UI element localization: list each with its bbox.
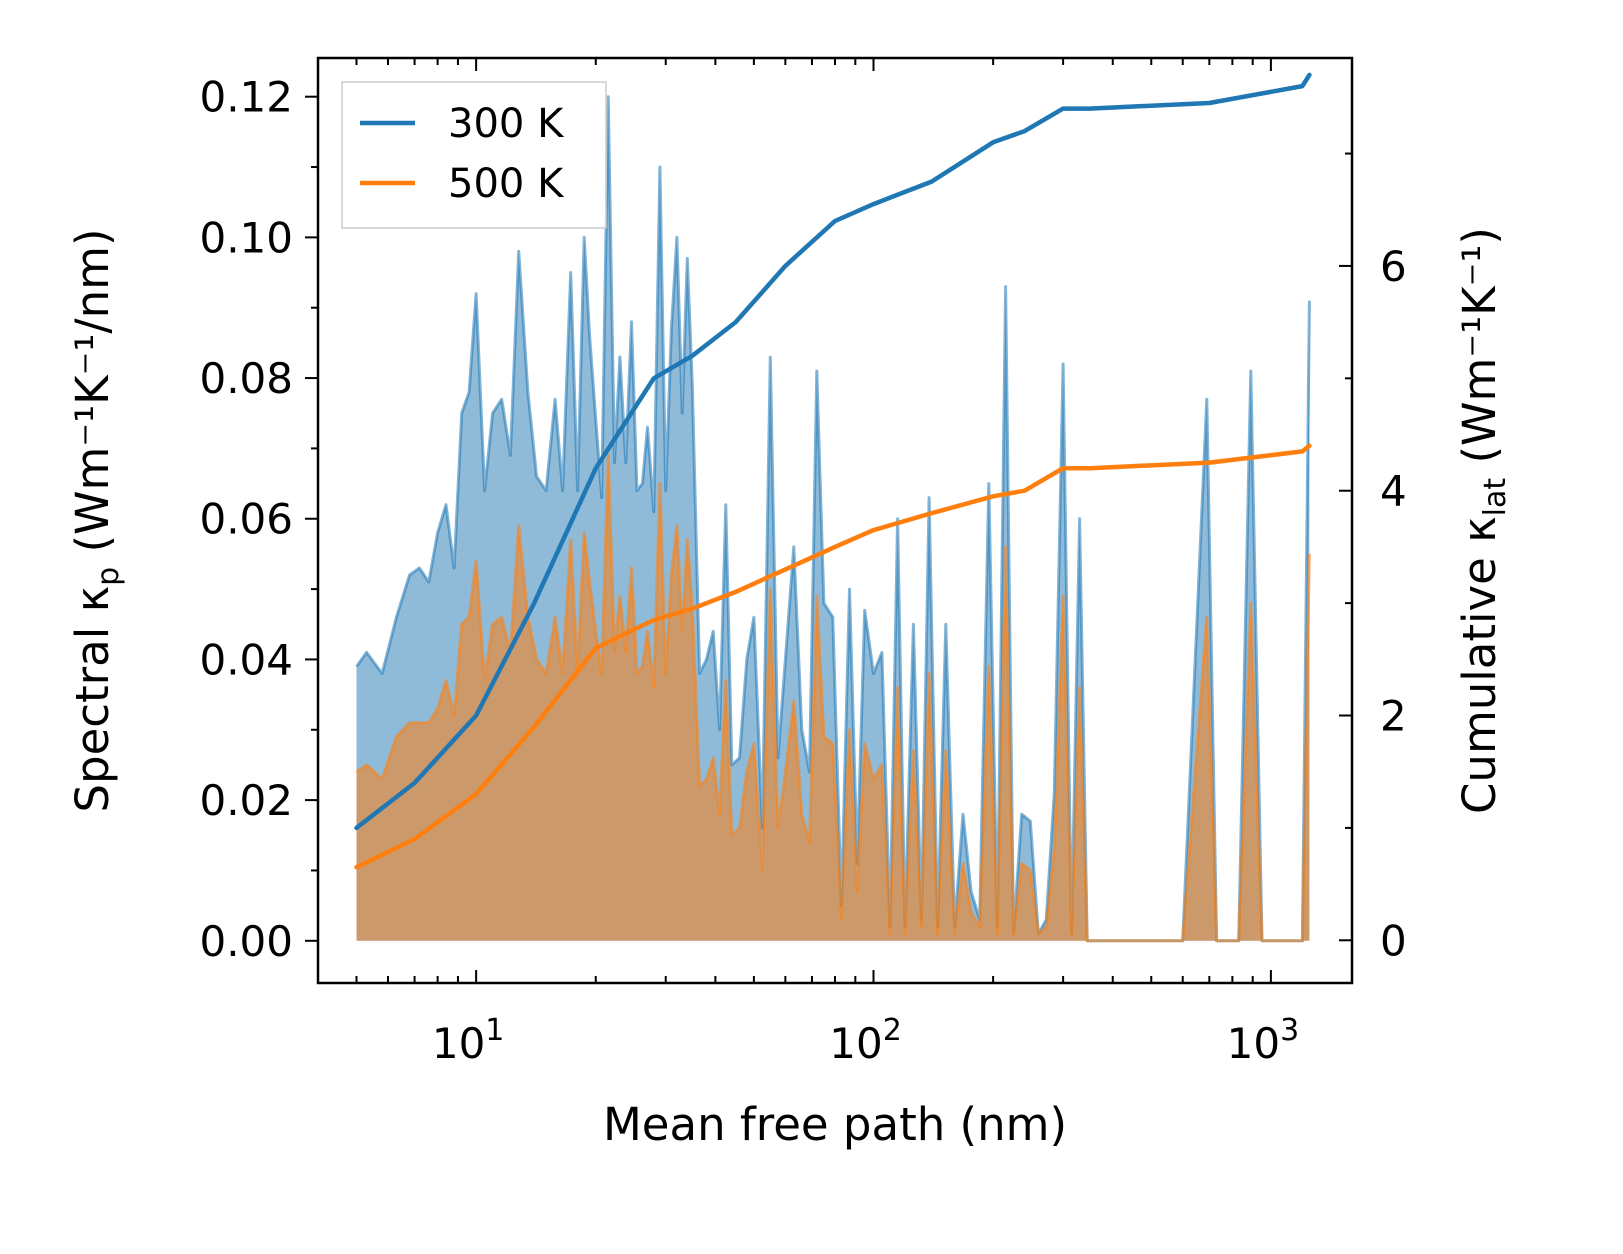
y-tick-label: 0.00 <box>199 917 293 966</box>
spectral-fill-layer <box>355 95 1311 943</box>
y-tick-label: 0.10 <box>199 213 293 262</box>
cumulative-line-layer <box>354 72 1312 870</box>
tick-layer: 101 102 1030.000.020.040.060.080.100.12024… <box>199 58 1407 1068</box>
y-axis-title-main: Spectral κ <box>66 586 119 813</box>
x-tick-label-exponent: 1 <box>485 1013 504 1048</box>
spectral-line-0 <box>355 95 1311 943</box>
y2-axis-title: Cumulative κlat (Wm⁻¹K⁻¹) <box>1453 227 1513 814</box>
x-tick-label-exponent: 2 <box>883 1013 902 1048</box>
legend-box <box>341 81 607 229</box>
y2-axis-title-subscript: lat <box>1478 478 1513 517</box>
y2-tick-label: 2 <box>1380 692 1407 741</box>
y-axis-title-units: (Wm⁻¹K⁻¹/nm) <box>66 228 119 552</box>
y2-tick-label: 6 <box>1380 242 1407 291</box>
spectral-line-1 <box>355 453 1311 943</box>
y-tick-label: 0.12 <box>199 73 293 122</box>
legend: 300 K 500 K <box>341 81 607 229</box>
y-tick-label: 0.02 <box>199 776 293 825</box>
x-axis-title: Mean free path (nm) <box>603 1098 1067 1151</box>
y-axis-title-subscript: p <box>91 567 126 586</box>
y2-tick-label: 4 <box>1380 467 1407 516</box>
x-tick-label: 102 <box>829 1013 902 1068</box>
y-tick-label: 0.08 <box>199 354 293 403</box>
spectral-area-1 <box>356 455 1310 941</box>
cumulative-line-1 <box>354 443 1312 870</box>
y2-axis-title-main: Cumulative κ <box>1453 516 1506 814</box>
y2-tick-label: 0 <box>1380 916 1407 965</box>
y2-axis-title-units: (Wm⁻¹K⁻¹) <box>1453 227 1506 464</box>
y-tick-label: 0.06 <box>199 495 293 544</box>
cumulative-line-0 <box>354 72 1312 831</box>
legend-label-500k: 500 K <box>448 161 565 207</box>
legend-label-300k: 300 K <box>448 101 565 147</box>
x-tick-label-exponent: 3 <box>1280 1013 1299 1048</box>
x-tick-label: 101 <box>432 1013 505 1068</box>
x-tick-label: 103 <box>1227 1013 1300 1068</box>
x-tick-label-base: 10 <box>1227 1019 1280 1068</box>
plot-frame <box>316 56 1354 985</box>
y-axis-title: Spectral κp (Wm⁻¹K⁻¹/nm) <box>66 228 126 812</box>
x-tick-label-base: 10 <box>829 1019 882 1068</box>
x-tick-label-base: 10 <box>432 1019 485 1068</box>
y-tick-label: 0.04 <box>199 635 293 684</box>
